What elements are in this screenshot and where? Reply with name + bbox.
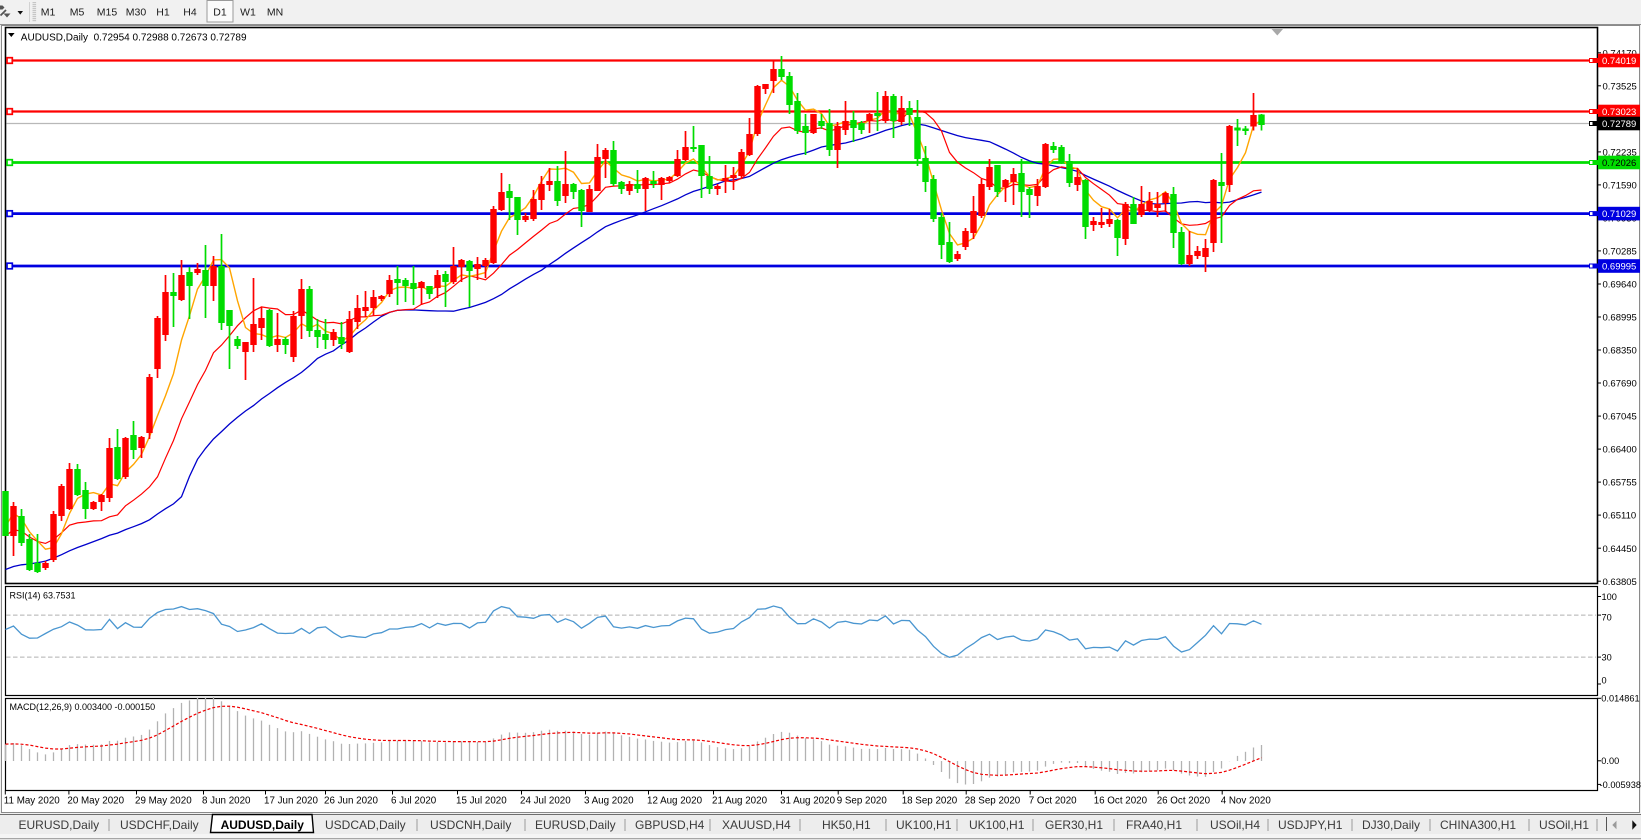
svg-text:0.70285: 0.70285 <box>1603 247 1637 258</box>
svg-text:9 Sep 2020: 9 Sep 2020 <box>837 796 888 807</box>
svg-text:0.67690: 0.67690 <box>1603 379 1637 390</box>
svg-text:12 Aug 2020: 12 Aug 2020 <box>647 796 703 807</box>
svg-text:7 Oct 2020: 7 Oct 2020 <box>1029 796 1077 807</box>
svg-text:30: 30 <box>1602 653 1612 663</box>
svg-text:GER30,H1: GER30,H1 <box>1045 818 1103 832</box>
svg-text:H1: H1 <box>156 7 170 19</box>
svg-text:0.72789: 0.72789 <box>1602 119 1636 130</box>
svg-text:AUDUSD,Daily 0.72954 0.72988: AUDUSD,Daily 0.72954 0.72988 0.72673 0.7… <box>21 32 247 43</box>
svg-text:0.69640: 0.69640 <box>1603 280 1637 291</box>
svg-text:0.68350: 0.68350 <box>1603 346 1637 357</box>
svg-text:0.65755: 0.65755 <box>1603 478 1637 489</box>
svg-text:15 Jul 2020: 15 Jul 2020 <box>456 796 507 807</box>
svg-text:CHINA300,H1: CHINA300,H1 <box>1440 818 1516 832</box>
svg-text:18 Sep 2020: 18 Sep 2020 <box>902 796 958 807</box>
svg-text:0.00: 0.00 <box>1601 756 1619 766</box>
svg-text:EURUSD,Daily: EURUSD,Daily <box>535 818 616 832</box>
svg-text:USDJPY,H1: USDJPY,H1 <box>1278 818 1343 832</box>
svg-text:0.66400: 0.66400 <box>1603 445 1637 456</box>
svg-text:16 Oct 2020: 16 Oct 2020 <box>1094 796 1148 807</box>
svg-text:AUDUSD,Daily: AUDUSD,Daily <box>221 818 305 832</box>
svg-text:M30: M30 <box>126 7 147 19</box>
svg-text:11 May 2020: 11 May 2020 <box>4 796 60 807</box>
svg-text:24 Jul 2020: 24 Jul 2020 <box>520 796 571 807</box>
svg-text:29 May 2020: 29 May 2020 <box>135 796 192 807</box>
svg-text:28 Sep 2020: 28 Sep 2020 <box>965 796 1021 807</box>
svg-text:0: 0 <box>1602 675 1607 685</box>
svg-text:70: 70 <box>1602 612 1612 622</box>
svg-text:0.63805: 0.63805 <box>1603 577 1637 588</box>
svg-text:-0.005938: -0.005938 <box>1600 780 1641 790</box>
svg-text:RSI(14) 63.7531: RSI(14) 63.7531 <box>10 590 76 600</box>
svg-text:0.74019: 0.74019 <box>1602 56 1636 67</box>
svg-text:0.69995: 0.69995 <box>1602 262 1636 273</box>
svg-text:USOil,H4: USOil,H4 <box>1210 818 1260 832</box>
svg-text:26 Jun 2020: 26 Jun 2020 <box>324 796 378 807</box>
svg-text:USDCAD,Daily: USDCAD,Daily <box>325 818 406 832</box>
svg-text:0.73023: 0.73023 <box>1602 107 1636 118</box>
svg-text:20 May 2020: 20 May 2020 <box>67 796 124 807</box>
svg-text:31 Aug 2020: 31 Aug 2020 <box>780 796 836 807</box>
svg-text:M1: M1 <box>41 7 56 19</box>
svg-text:0.67045: 0.67045 <box>1603 412 1637 423</box>
svg-text:0.68995: 0.68995 <box>1603 313 1637 324</box>
svg-text:UK100,H1: UK100,H1 <box>896 818 952 832</box>
svg-text:W1: W1 <box>240 7 256 19</box>
svg-text:UK100,H1: UK100,H1 <box>969 818 1025 832</box>
svg-text:100: 100 <box>1602 592 1617 602</box>
svg-text:17 Jun 2020: 17 Jun 2020 <box>264 796 318 807</box>
svg-text:3 Aug 2020: 3 Aug 2020 <box>584 796 634 807</box>
svg-text:6 Jul 2020: 6 Jul 2020 <box>391 796 437 807</box>
svg-text:MN: MN <box>267 7 283 19</box>
svg-text:21 Aug 2020: 21 Aug 2020 <box>712 796 768 807</box>
svg-text:0.65110: 0.65110 <box>1603 511 1637 522</box>
svg-text:USDCHF,Daily: USDCHF,Daily <box>120 818 199 832</box>
svg-text:M5: M5 <box>70 7 85 19</box>
svg-text:XAUUSD,H4: XAUUSD,H4 <box>722 818 791 832</box>
svg-text:EURUSD,Daily: EURUSD,Daily <box>19 818 100 832</box>
svg-text:D1: D1 <box>213 7 227 19</box>
svg-text:USOil,H1: USOil,H1 <box>1539 818 1589 832</box>
svg-text:8 Jun 2020: 8 Jun 2020 <box>202 796 251 807</box>
svg-text:0.71590: 0.71590 <box>1603 181 1637 192</box>
svg-text:0.71029: 0.71029 <box>1602 209 1636 220</box>
svg-text:H4: H4 <box>183 7 197 19</box>
svg-text:M15: M15 <box>97 7 118 19</box>
svg-text:MACD(12,26,9) 0.003400 -0.0001: MACD(12,26,9) 0.003400 -0.000150 <box>10 702 156 712</box>
svg-text:FRA40,H1: FRA40,H1 <box>1126 818 1182 832</box>
svg-text:0.73525: 0.73525 <box>1603 81 1637 92</box>
svg-text:GBPUSD,H4: GBPUSD,H4 <box>635 818 705 832</box>
svg-text:4 Nov 2020: 4 Nov 2020 <box>1221 796 1272 807</box>
svg-text:0.014861: 0.014861 <box>1601 694 1639 704</box>
svg-text:0.64450: 0.64450 <box>1603 544 1637 555</box>
svg-text:HK50,H1: HK50,H1 <box>822 818 871 832</box>
svg-text:DJ30,Daily: DJ30,Daily <box>1362 818 1420 832</box>
svg-text:26 Oct 2020: 26 Oct 2020 <box>1157 796 1211 807</box>
svg-text:0.72026: 0.72026 <box>1602 158 1636 169</box>
svg-text:0.72235: 0.72235 <box>1603 148 1637 159</box>
svg-text:USDCNH,Daily: USDCNH,Daily <box>430 818 511 832</box>
